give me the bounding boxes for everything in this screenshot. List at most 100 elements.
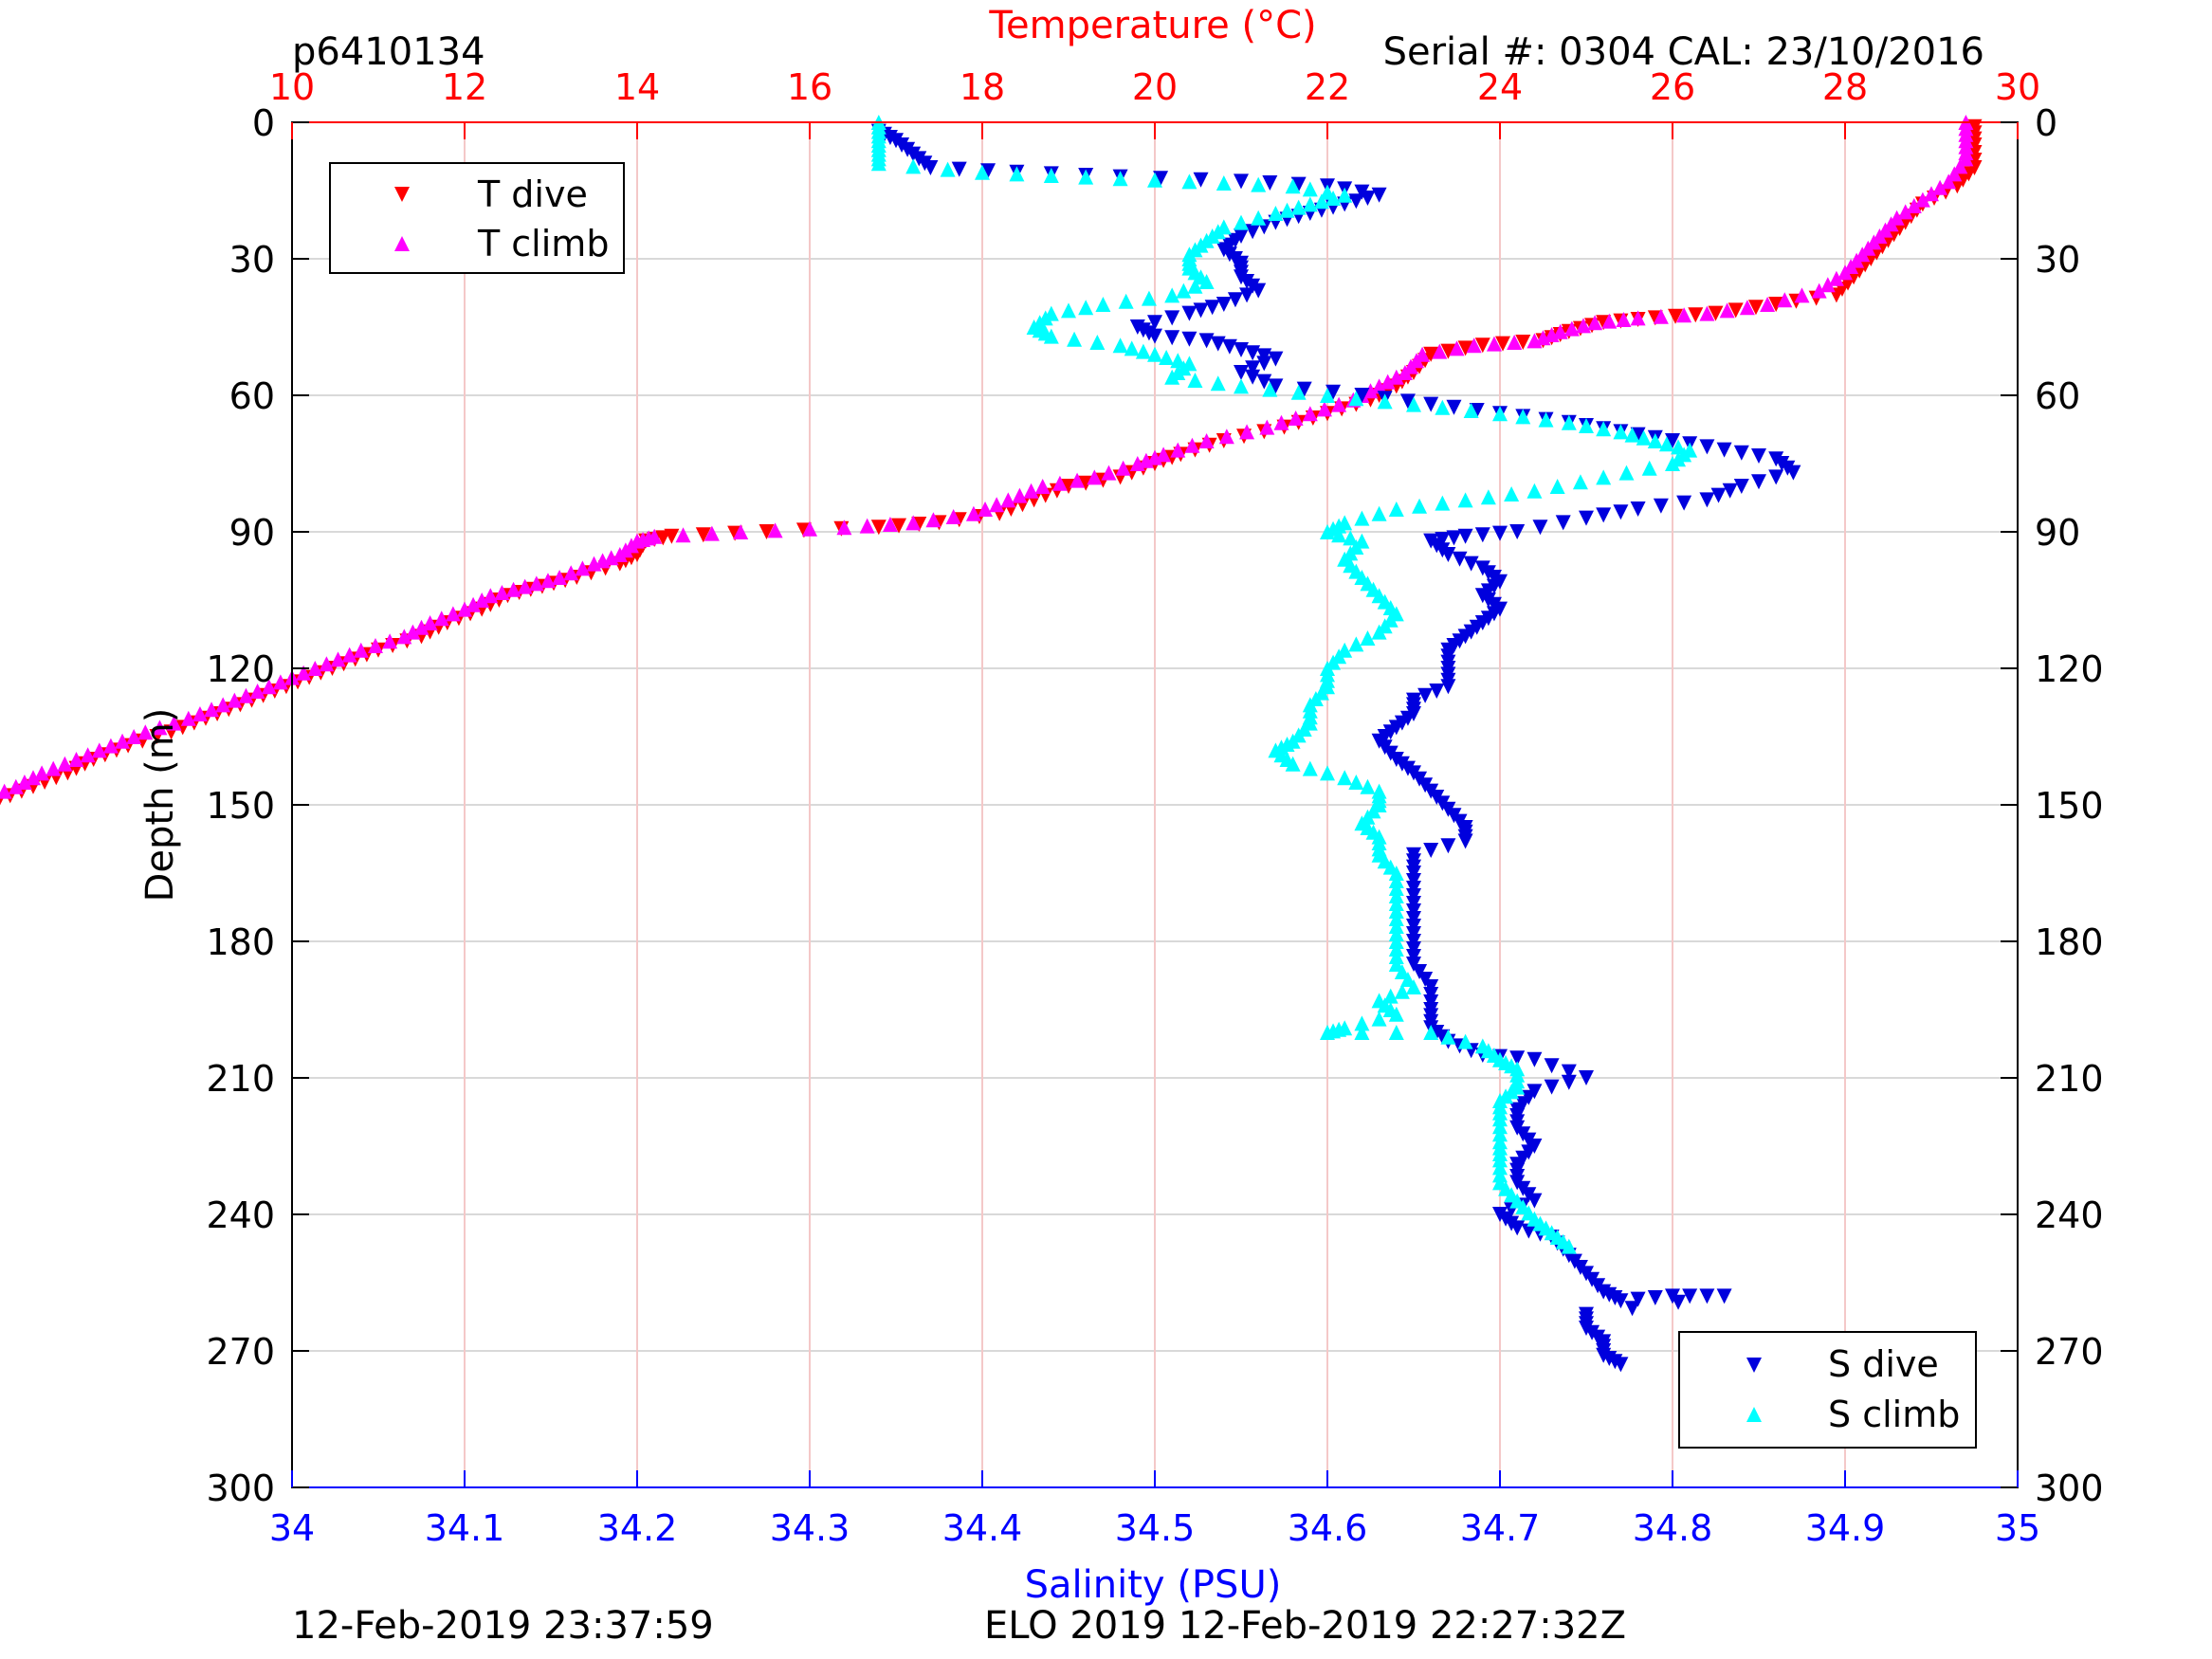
depth-tick-label-left: 270	[206, 1331, 275, 1373]
data-point-marker	[1273, 414, 1289, 430]
data-point-marker	[1526, 333, 1543, 349]
data-point-marker	[1760, 297, 1776, 312]
data-point-marker	[1331, 527, 1347, 543]
data-point-marker	[1187, 373, 1203, 388]
data-point-marker	[575, 560, 591, 576]
data-point-marker	[382, 633, 398, 649]
data-point-marker	[505, 581, 521, 597]
temperature-tick-label: 26	[1650, 66, 1695, 108]
data-point-marker	[1147, 172, 1162, 188]
data-point-marker	[1101, 465, 1117, 481]
depth-tick-label-right: 270	[2035, 1331, 2104, 1373]
data-point-marker	[68, 752, 84, 767]
data-point-marker	[1676, 495, 1692, 511]
data-point-marker	[1949, 178, 1965, 194]
data-point-marker	[1061, 302, 1076, 319]
data-point-marker	[1435, 399, 1451, 415]
data-point-marker	[1320, 388, 1335, 403]
data-point-marker	[1406, 396, 1421, 412]
data-point-marker	[1331, 396, 1347, 412]
data-point-marker	[1474, 337, 1490, 354]
temperature-tick-label: 12	[442, 66, 487, 108]
data-point-marker	[1417, 687, 1434, 703]
data-point-marker	[1313, 193, 1329, 210]
data-point-marker	[126, 729, 142, 744]
data-point-marker	[1561, 414, 1577, 430]
data-point-marker	[965, 505, 981, 521]
data-point-marker	[1480, 489, 1496, 505]
data-point-marker	[1544, 1058, 1560, 1074]
data-point-marker	[1521, 1223, 1537, 1239]
data-point-marker	[1348, 636, 1364, 652]
data-point-marker	[1535, 330, 1551, 346]
data-point-marker	[1159, 350, 1175, 365]
data-point-marker	[1251, 283, 1267, 299]
data-point-marker	[1337, 187, 1353, 203]
data-point-marker	[57, 756, 73, 772]
data-point-marker	[1469, 403, 1485, 418]
data-point-marker	[433, 611, 449, 627]
data-point-marker	[603, 550, 619, 566]
data-point-marker	[1164, 330, 1180, 346]
data-point-marker	[474, 592, 490, 608]
data-point-marker	[1170, 442, 1186, 458]
legend-salinity-box	[1678, 1331, 1977, 1449]
data-point-marker	[1147, 346, 1162, 362]
data-point-marker	[261, 679, 277, 695]
data-point-marker	[945, 509, 961, 524]
data-point-marker	[1794, 287, 1810, 303]
t-climb-series	[0, 115, 1974, 804]
data-point-marker	[1463, 403, 1479, 418]
data-point-marker	[137, 724, 154, 740]
data-point-marker	[1251, 210, 1267, 226]
data-point-marker	[704, 525, 720, 541]
data-point-marker	[1641, 460, 1657, 476]
data-point-marker	[1429, 684, 1445, 699]
data-point-marker	[1147, 449, 1162, 465]
data-point-marker	[1544, 1079, 1560, 1095]
data-point-marker	[975, 164, 990, 180]
data-point-marker	[1440, 547, 1456, 562]
data-point-marker	[1613, 1293, 1629, 1309]
data-point-marker	[1504, 486, 1520, 501]
salinity-tick-label: 34.8	[1633, 1507, 1713, 1549]
temperature-tick-label: 14	[614, 66, 660, 108]
data-point-marker	[1181, 305, 1197, 321]
data-point-marker	[1495, 336, 1511, 352]
data-point-marker	[1227, 292, 1243, 308]
data-point-marker	[1245, 360, 1261, 376]
data-point-marker	[1337, 770, 1353, 786]
data-point-marker	[1262, 381, 1278, 397]
data-point-marker	[1457, 528, 1473, 544]
data-point-marker	[1354, 1025, 1370, 1040]
data-point-marker	[1492, 525, 1508, 541]
data-point-marker	[1492, 406, 1508, 422]
data-point-marker	[1613, 504, 1629, 520]
data-point-marker	[528, 575, 544, 592]
data-point-marker	[1198, 333, 1215, 349]
data-point-marker	[1587, 315, 1603, 331]
depth-tick-label-left: 180	[206, 921, 275, 963]
data-point-marker	[1118, 293, 1134, 309]
data-point-marker	[1371, 187, 1387, 203]
temperature-tick-label: 16	[787, 66, 832, 108]
data-point-marker	[1251, 176, 1267, 192]
data-point-marker	[1733, 479, 1749, 494]
data-point-marker	[1739, 300, 1755, 316]
data-point-marker	[1596, 469, 1612, 485]
data-point-marker	[1596, 507, 1612, 523]
data-point-marker	[1302, 196, 1318, 212]
depth-tick-label-left: 0	[252, 102, 275, 144]
data-point-marker	[1653, 308, 1669, 324]
data-point-marker	[1941, 173, 1957, 190]
data-point-marker	[1382, 988, 1398, 1004]
data-point-marker	[1290, 199, 1307, 215]
depth-tick-label-right: 150	[2035, 785, 2104, 827]
data-point-marker	[80, 747, 96, 763]
data-point-marker	[1371, 378, 1387, 394]
data-point-marker	[1676, 307, 1692, 323]
data-point-marker	[1509, 524, 1526, 539]
data-point-marker	[296, 665, 312, 681]
data-point-marker	[1394, 983, 1410, 999]
